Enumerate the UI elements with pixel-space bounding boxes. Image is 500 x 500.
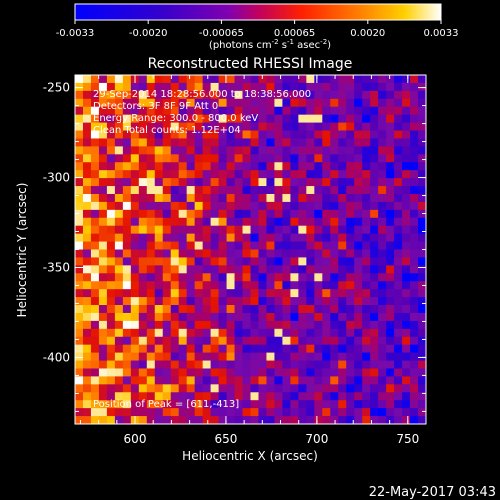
colorbar-tick-label: -0.00065 [199,28,244,39]
colorbar-tick-label: 0.00065 [274,28,315,39]
colorbar-unit-label: (photons cm-2 s-1 asec-2) [209,38,331,51]
y-tick-label: -250 [43,81,70,95]
x-tick-label: 700 [305,432,328,446]
x-axis: 600 650 700 750 [79,75,427,446]
colorbar-tick-label: -0.0020 [129,28,168,39]
chart-title: Reconstructed RHESSI Image [148,56,353,72]
y-tick-label: -350 [43,260,70,274]
rhessi-image [75,75,426,424]
x-tick-label: 650 [214,432,237,446]
y-axis-label: Heliocentric Y (arcsec) [15,183,29,318]
annotation-energy-range: Energy Range: 300.0 - 800.0 keV [93,113,258,124]
x-tick-label: 600 [124,432,147,446]
x-tick-label: 750 [396,432,419,446]
x-axis-label: Heliocentric X (arcsec) [182,449,318,463]
y-tick-label: -400 [43,350,70,364]
y-axis: -250 -300 -350 -400 [43,81,426,412]
colorbar-tick-label: -0.0033 [56,28,95,39]
annotation-peak-position: Position of Peak = [611,-413] [93,399,239,410]
colorbar-tick-label: 0.0033 [424,28,459,39]
annotation-clean-counts: Clean Total counts: 1.12E+04 [93,125,241,136]
annotation-time-range: 29-Sep-2014 18:28:56.000 to 18:38:56.000 [93,89,311,100]
footer-timestamp: 22-May-2017 03:43 [369,485,496,500]
colorbar-ticks: -0.0033 -0.0020 -0.00065 0.00065 0.0020 0.003… [56,20,459,39]
image-annotations: 29-Sep-2014 18:28:56.000 to 18:38:56.000… [93,89,311,410]
annotation-detectors: Detectors: 3F 8F 9F Att 0 [93,101,218,112]
colorbar [74,3,442,21]
colorbar-tick-label: 0.0020 [350,28,385,39]
y-tick-label: -300 [43,171,70,185]
